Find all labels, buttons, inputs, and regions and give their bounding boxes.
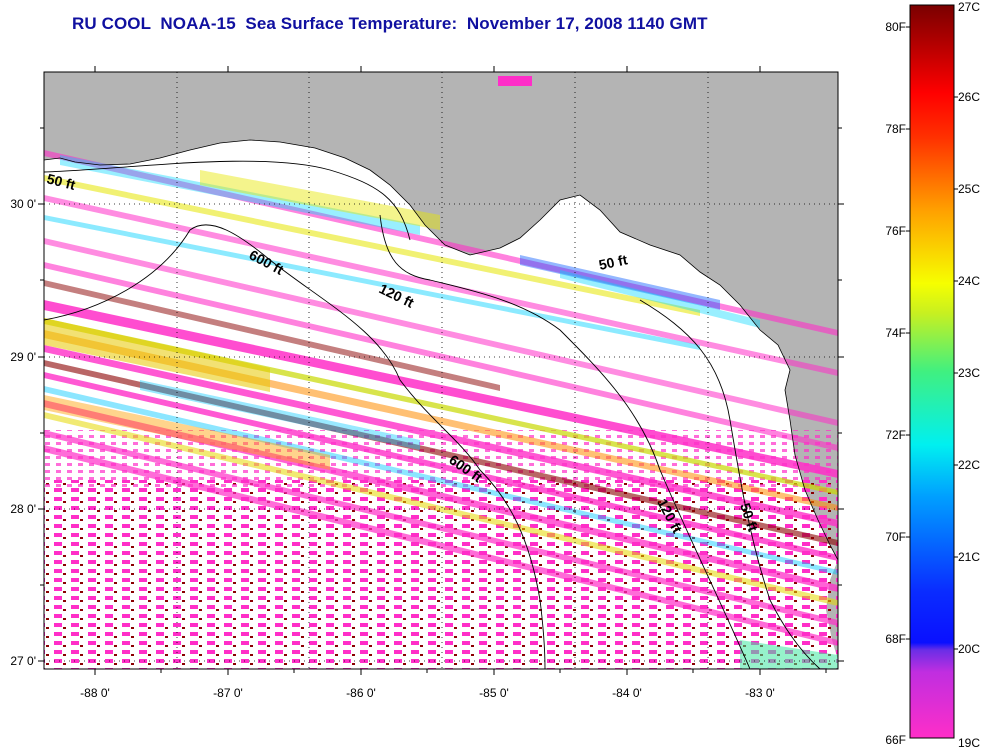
colorbar-f-76: 76F (885, 224, 906, 238)
colorbar-f-68: 68F (885, 632, 906, 646)
depth-contours (44, 160, 821, 669)
land-north (44, 72, 838, 560)
lon-label-84: -84 0' (612, 686, 642, 700)
colorbar-f-72: 72F (885, 428, 906, 442)
lat-label-27: 27 0' (10, 654, 36, 668)
colorbar-f-80: 80F (885, 20, 906, 34)
colorbar-f-66: 66F (885, 733, 906, 747)
sst-swaths (44, 150, 838, 669)
contour-label-4: 50 ft (597, 251, 629, 273)
colorbar-f-74: 74F (885, 326, 906, 340)
colorbar-c-25: 25C (958, 182, 981, 196)
colorbar-c-24: 24C (958, 274, 981, 288)
lon-label-83: -83 0' (745, 686, 775, 700)
colorbar-f-78: 78F (885, 122, 906, 136)
lat-label-28: 28 0' (10, 502, 36, 516)
contour-50ft-east (639, 299, 821, 669)
lat-label-30: 30 0' (10, 197, 36, 211)
colorbar-c-19: 19C (958, 736, 981, 750)
lon-label-85: -85 0' (479, 686, 509, 700)
lon-label-87: -87 0' (213, 686, 243, 700)
colorbar-c-27: 27C (958, 0, 981, 14)
colorbar-c-22: 22C (958, 458, 981, 472)
colorbar-c-20: 20C (958, 642, 981, 656)
colorbar-f-70: 70F (885, 530, 906, 544)
colorbar (909, 4, 955, 739)
axis-ticks (38, 66, 844, 675)
map-title: RU COOL NOAA-15 Sea Surface Temperature:… (72, 14, 708, 33)
colorbar-c-21: 21C (958, 550, 981, 564)
lon-label-86: -86 0' (346, 686, 376, 700)
plot-frame (43, 71, 839, 670)
colorbar-c-26: 26C (958, 90, 981, 104)
lon-label-88: -88 0' (80, 686, 110, 700)
coastline (44, 139, 838, 561)
contour-label-1: 50 ft (45, 170, 77, 193)
colorbar-c-23: 23C (958, 366, 981, 380)
contour-50ft-west (44, 160, 411, 241)
lat-label-29: 29 0' (10, 350, 36, 364)
contour-600ft (44, 224, 546, 669)
contour-120ft (379, 214, 751, 669)
